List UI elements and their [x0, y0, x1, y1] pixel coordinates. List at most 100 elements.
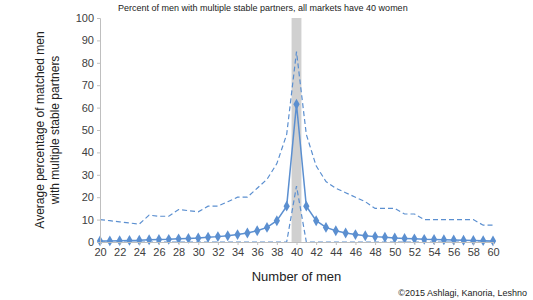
x-tick: 32: [212, 242, 224, 258]
x-tick-mark: [414, 242, 415, 245]
x-tick: 38: [271, 242, 283, 258]
x-tick-label: 28: [173, 246, 185, 258]
y-tick-label: 80: [82, 57, 94, 69]
series-marker: [323, 222, 329, 233]
y-tick-mark: [97, 175, 100, 176]
x-tick-mark: [139, 242, 140, 245]
series-marker: [342, 228, 348, 239]
series-line: [100, 52, 493, 226]
y-tick-mark: [97, 18, 100, 19]
series-marker: [264, 222, 270, 233]
x-tick: 24: [134, 242, 146, 258]
y-tick-mark: [97, 40, 100, 41]
y-tick-label: 60: [82, 102, 94, 114]
series-marker: [205, 232, 211, 243]
series-marker: [146, 234, 152, 245]
x-tick-label: 44: [330, 246, 342, 258]
x-axis: 2022242628303234363840424446485052545658…: [94, 242, 499, 258]
series-marker: [313, 215, 319, 226]
series-marker: [107, 235, 113, 246]
x-tick: 22: [114, 242, 126, 258]
x-tick: 52: [409, 242, 421, 258]
x-tick: 34: [232, 242, 244, 258]
x-tick-mark: [179, 242, 180, 245]
series-marker: [284, 201, 290, 212]
series-marker: [126, 235, 132, 246]
x-tick: 50: [389, 242, 401, 258]
y-tick-mark: [97, 197, 100, 198]
x-tick-label: 32: [212, 246, 224, 258]
y-tick-label: 100: [76, 12, 94, 24]
x-tick-mark: [434, 242, 435, 245]
x-tick-mark: [473, 242, 474, 245]
x-tick-mark: [316, 242, 317, 245]
x-tick-mark: [297, 242, 298, 245]
x-tick: 20: [94, 242, 106, 258]
series-marker: [234, 229, 240, 240]
x-tick-mark: [257, 242, 258, 245]
series-marker: [451, 235, 457, 246]
y-tick: 0: [88, 236, 100, 248]
annotation: ©2015 Ashlagi, Kanoria, Leshno: [398, 288, 527, 298]
x-tick-mark: [218, 242, 219, 245]
x-tick: 28: [173, 242, 185, 258]
x-tick-mark: [493, 242, 494, 245]
series-marker: [254, 225, 260, 236]
x-tick: 44: [330, 242, 342, 258]
x-tick-label: 20: [94, 246, 106, 258]
y-axis: 0 10 20 30 40 50 60 70 80 90 100: [76, 12, 101, 248]
y-tick: 60: [82, 102, 100, 114]
series-marker: [136, 235, 142, 246]
x-tick-label: 56: [448, 246, 460, 258]
y-tick: 30: [82, 169, 100, 181]
series-marker: [460, 235, 466, 246]
series-line: [100, 186, 493, 242]
x-tick-label: 54: [428, 246, 440, 258]
y-tick: 10: [82, 214, 100, 226]
x-axis-line: [101, 243, 494, 246]
y-tick-label: 90: [82, 34, 94, 46]
x-tick-label: 30: [193, 246, 205, 258]
y-tick: 20: [82, 191, 100, 203]
y-tick: 50: [82, 124, 100, 136]
x-tick-label: 22: [114, 246, 126, 258]
series-marker: [333, 225, 339, 236]
series-marker: [303, 201, 309, 212]
x-tick-label: 40: [291, 246, 303, 258]
x-tick-label: 38: [271, 246, 283, 258]
series-marker: [362, 230, 368, 241]
series-marker: [431, 234, 437, 245]
marks: [97, 18, 496, 246]
x-tick-mark: [198, 242, 199, 245]
y-axis-title: Average percentage of matched men: [33, 31, 47, 228]
y-tick: 70: [82, 79, 100, 91]
x-tick-mark: [336, 242, 337, 245]
x-tick: 58: [468, 242, 480, 258]
series-marker: [490, 235, 496, 246]
y-tick-mark: [97, 63, 100, 64]
series-marker: [166, 234, 172, 245]
x-axis-title: Number of men: [252, 269, 342, 284]
y-axis-title: with multiple stable partners: [48, 56, 62, 206]
y-tick: 100: [76, 12, 100, 24]
x-tick-mark: [120, 242, 121, 245]
x-tick: 26: [153, 242, 165, 258]
series-marker: [441, 234, 447, 245]
x-tick-label: 50: [389, 246, 401, 258]
y-tick-mark: [97, 130, 100, 131]
y-tick-mark: [97, 242, 100, 243]
y-tick-mark: [97, 108, 100, 109]
series-marker: [470, 235, 476, 246]
y-tick-mark: [97, 85, 100, 86]
y-tick: 80: [82, 57, 100, 69]
series-marker: [421, 234, 427, 245]
series-marker: [225, 230, 231, 241]
y-tick: 40: [82, 146, 100, 158]
x-tick-label: 34: [232, 246, 244, 258]
x-tick: 46: [350, 242, 362, 258]
x-tick: 54: [428, 242, 440, 258]
x-tick-mark: [454, 242, 455, 245]
series-marker: [244, 228, 250, 239]
y-tick-label: 30: [82, 169, 94, 181]
x-tick-mark: [277, 242, 278, 245]
